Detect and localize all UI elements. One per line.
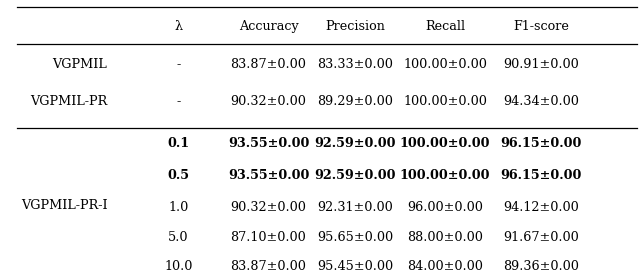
Text: 91.67±0.00: 91.67±0.00 — [503, 231, 579, 244]
Text: F1-score: F1-score — [513, 20, 569, 33]
Text: λ: λ — [175, 20, 182, 33]
Text: Recall: Recall — [425, 20, 465, 33]
Text: 89.29±0.00: 89.29±0.00 — [317, 95, 393, 108]
Text: VGPMIL-PR-I: VGPMIL-PR-I — [20, 199, 108, 212]
Text: 0.5: 0.5 — [168, 169, 189, 182]
Text: -: - — [177, 95, 180, 108]
Text: 93.55±0.00: 93.55±0.00 — [228, 137, 309, 150]
Text: 95.65±0.00: 95.65±0.00 — [317, 231, 394, 244]
Text: 92.31±0.00: 92.31±0.00 — [317, 201, 393, 214]
Text: 83.33±0.00: 83.33±0.00 — [317, 58, 393, 71]
Text: 83.87±0.00: 83.87±0.00 — [230, 58, 307, 71]
Text: 83.87±0.00: 83.87±0.00 — [230, 260, 307, 273]
Text: 10.0: 10.0 — [164, 260, 193, 273]
Text: 92.59±0.00: 92.59±0.00 — [314, 137, 396, 150]
Text: VGPMIL: VGPMIL — [52, 58, 108, 71]
Text: 94.12±0.00: 94.12±0.00 — [503, 201, 579, 214]
Text: 84.00±0.00: 84.00±0.00 — [407, 260, 483, 273]
Text: 93.55±0.00: 93.55±0.00 — [228, 169, 309, 182]
Text: Precision: Precision — [325, 20, 385, 33]
Text: 90.91±0.00: 90.91±0.00 — [503, 58, 579, 71]
Text: 87.10±0.00: 87.10±0.00 — [230, 231, 307, 244]
Text: 89.36±0.00: 89.36±0.00 — [503, 260, 579, 273]
Text: 92.59±0.00: 92.59±0.00 — [314, 169, 396, 182]
Text: VGPMIL-PR: VGPMIL-PR — [30, 95, 108, 108]
Text: 96.00±0.00: 96.00±0.00 — [407, 201, 483, 214]
Text: 94.34±0.00: 94.34±0.00 — [503, 95, 579, 108]
Text: 100.00±0.00: 100.00±0.00 — [403, 58, 487, 71]
Text: 100.00±0.00: 100.00±0.00 — [400, 137, 490, 150]
Text: 95.45±0.00: 95.45±0.00 — [317, 260, 394, 273]
Text: 1.0: 1.0 — [168, 201, 189, 214]
Text: 100.00±0.00: 100.00±0.00 — [403, 95, 487, 108]
Text: 0.1: 0.1 — [168, 137, 189, 150]
Text: Accuracy: Accuracy — [239, 20, 298, 33]
Text: 100.00±0.00: 100.00±0.00 — [400, 169, 490, 182]
Text: 96.15±0.00: 96.15±0.00 — [500, 137, 582, 150]
Text: 88.00±0.00: 88.00±0.00 — [407, 231, 483, 244]
Text: 5.0: 5.0 — [168, 231, 189, 244]
Text: -: - — [177, 58, 180, 71]
Text: 90.32±0.00: 90.32±0.00 — [230, 95, 307, 108]
Text: 96.15±0.00: 96.15±0.00 — [500, 169, 582, 182]
Text: 90.32±0.00: 90.32±0.00 — [230, 201, 307, 214]
